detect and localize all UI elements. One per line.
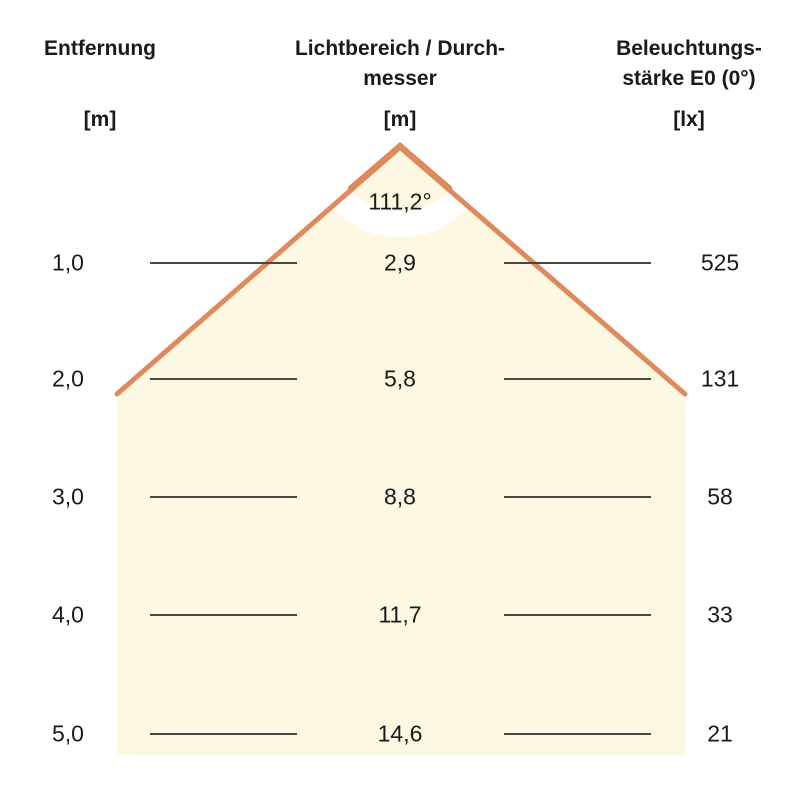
measurement-ticks	[150, 261, 651, 736]
distance-value-row-4: 4,0	[52, 601, 84, 628]
diameter-value-row-1: 2,9	[384, 249, 416, 276]
diameter-value-row-4: 11,7	[378, 601, 422, 628]
illuminance-value-row-1: 525	[700, 249, 740, 276]
distance-value-row-1: 1,0	[52, 249, 84, 276]
diameter-value-row-5: 14,6	[377, 720, 423, 747]
beam-cone-fill	[117, 150, 685, 755]
illuminance-value-row-5: 21	[707, 720, 733, 747]
beam-edge-right	[399, 146, 688, 397]
illuminance-value-row-4: 33	[707, 601, 733, 628]
distance-value-row-5: 5,0	[52, 720, 84, 747]
header-illuminance-title: Beleuchtungs- stärke E0 (0°)	[616, 37, 762, 90]
header-diameter-title: Lichtbereich / Durch- messer	[294, 37, 506, 90]
diameter-value-row-3: 8,8	[384, 483, 416, 510]
header-illuminance-unit: [lx]	[673, 108, 705, 131]
header-distance-title: Entfernung	[44, 37, 156, 60]
illuminance-value-row-3: 58	[707, 483, 733, 510]
distance-value-row-2: 2,0	[52, 365, 84, 392]
header-distance-unit: [m]	[83, 108, 117, 131]
diameter-value-row-2: 5,8	[384, 365, 416, 392]
beam-edge-left	[114, 146, 401, 397]
beam-apex-triangle	[348, 143, 452, 212]
distance-value-row-3: 3,0	[52, 483, 84, 510]
beam-angle-label: 111,2°	[368, 188, 432, 215]
header-diameter-unit: [m]	[383, 108, 417, 131]
illuminance-value-row-2: 131	[700, 365, 740, 392]
